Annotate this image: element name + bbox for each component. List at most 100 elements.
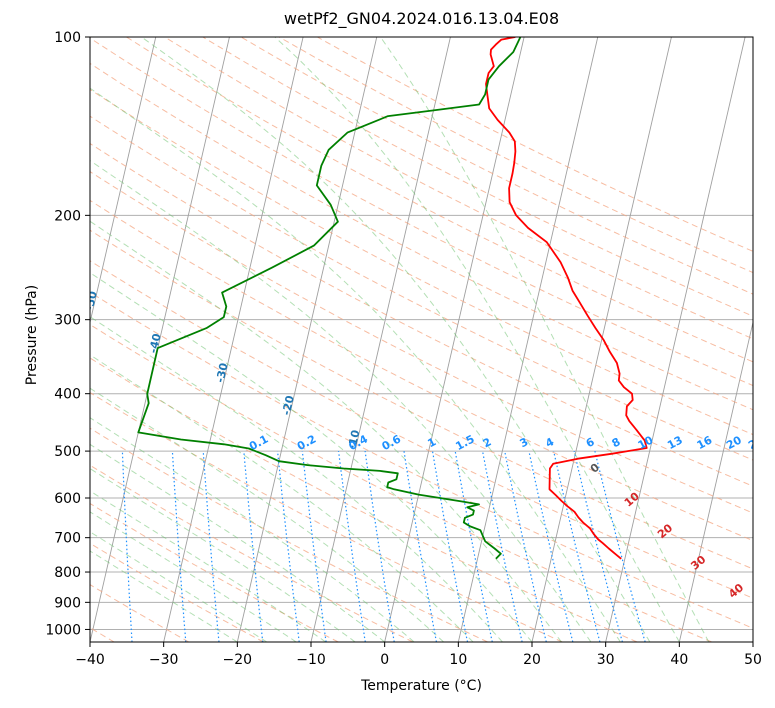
x-tick-label: 40	[670, 652, 688, 668]
x-axis-label: Temperature (°C)	[361, 678, 482, 694]
mixing-ratio-line	[364, 451, 395, 642]
mixing-ratio-line	[454, 450, 493, 642]
mixing-ratio-line	[573, 450, 623, 642]
moist-adiabat-line	[90, 550, 238, 642]
dry-adiabat-line	[90, 115, 753, 461]
isotherm-label: -50	[83, 290, 100, 313]
x-tick-label: −20	[223, 652, 253, 668]
dry-adiabat-line	[90, 229, 753, 570]
moist-adiabat-line	[274, 37, 680, 642]
isotherm-line	[236, 37, 378, 642]
isotherm-line	[310, 37, 451, 642]
dry-adiabat-line	[90, 627, 115, 642]
dry-adiabat-line	[202, 37, 753, 317]
mixing-ratio-line	[594, 450, 646, 642]
x-axis-ticks: −40 −30 −20 −10 0 10 20 30 40 50	[75, 642, 762, 668]
dry-adiabat-line	[90, 542, 264, 642]
isotherm-line	[384, 37, 525, 642]
dry-adiabat-line	[90, 427, 488, 642]
isotherm-line	[457, 37, 599, 642]
y-tick-label: 300	[54, 313, 81, 329]
temperature-profile-line	[485, 37, 648, 560]
moist-adiabat-line	[90, 490, 326, 642]
y-tick-label: 900	[54, 595, 81, 611]
x-tick-label: −10	[296, 652, 326, 668]
isotherm-line	[605, 37, 746, 642]
dry-adiabat-line	[90, 88, 753, 436]
isotherm-label: -10	[345, 428, 362, 451]
mixing-ratio-label: 4	[543, 435, 556, 450]
dry-adiabat-line	[126, 37, 753, 363]
dewpoint-profile-line	[137, 37, 522, 560]
dry-adiabat-line	[90, 357, 638, 642]
moist-adiabat-line	[90, 87, 621, 642]
isotherm-label: -40	[147, 332, 164, 355]
moist-adiabat-label: 30	[688, 553, 708, 573]
y-tick-label: 1000	[45, 622, 81, 638]
moist-adiabat-line	[90, 467, 356, 642]
moist-adiabat-line	[90, 443, 386, 642]
y-tick-label: 700	[54, 531, 81, 547]
profile-series	[137, 37, 648, 560]
x-tick-label: 10	[449, 652, 467, 668]
y-tick-label: 200	[54, 208, 81, 224]
chart-title: wetPf2_GN04.2024.016.13.04.E08	[283, 9, 560, 28]
y-tick-label: 100	[54, 30, 81, 46]
mixing-ratio-label: 16	[695, 433, 715, 452]
y-tick-label: 600	[54, 491, 81, 507]
mixing-ratio-label: 30	[761, 433, 775, 452]
moist-adiabat-line	[380, 37, 710, 642]
moist-adiabat-label: 40	[726, 581, 746, 601]
isotherm-line	[90, 37, 157, 325]
dry-adiabat-line	[90, 391, 563, 642]
moist-adiabat-line	[90, 316, 503, 642]
dry-adiabat-line	[90, 142, 753, 487]
mixing-ratio-label: 6	[584, 435, 597, 450]
mixing-ratio-label: 13	[665, 433, 685, 452]
isotherm-line	[531, 37, 672, 642]
isotherm-line	[752, 639, 753, 642]
isotherm-line	[163, 37, 304, 642]
mixing-ratio-label: 25	[746, 433, 766, 452]
moist-adiabat-line	[90, 417, 415, 642]
moist-adiabat-line	[90, 220, 562, 642]
dry-adiabat-line	[90, 37, 753, 387]
isotherm-label: -30	[214, 361, 231, 384]
dry-adiabat-line	[90, 323, 712, 642]
plot-frame	[89, 36, 754, 643]
moist-adiabat-line	[90, 354, 474, 642]
dry-adiabat-line	[90, 291, 753, 629]
mixing-ratio-line	[337, 451, 366, 642]
y-tick-label: 400	[54, 387, 81, 403]
mixing-ratio-line	[528, 450, 574, 642]
x-tick-label: 0	[380, 652, 389, 668]
dry-adiabat-line	[90, 260, 753, 599]
mixing-ratio-line	[553, 450, 601, 642]
mixing-ratio-line	[301, 451, 327, 642]
mixing-ratio-label: 0.6	[380, 432, 404, 453]
dry-adiabat-line	[90, 199, 753, 542]
dry-adiabat-line	[164, 37, 753, 340]
isotherm-label: -20	[280, 394, 297, 417]
y-tick-label: 500	[54, 444, 81, 460]
dry-adiabat-line	[90, 464, 414, 642]
mixing-ratio-label: 0.2	[295, 432, 318, 453]
mixing-ratio-label: 1	[425, 435, 438, 450]
isotherm-line	[0, 37, 8, 642]
mixing-ratio-label: 2	[481, 435, 494, 450]
moist-adiabat-line	[90, 159, 592, 642]
mixing-ratio-line	[276, 451, 300, 642]
mixing-ratio-line	[243, 451, 264, 642]
mixing-ratio-line	[431, 450, 469, 642]
dry-adiabat-line	[90, 171, 753, 514]
moist-adiabat-label: 20	[655, 521, 675, 541]
x-tick-label: −40	[75, 652, 105, 668]
moist-adiabat-line	[90, 531, 268, 642]
mixing-ratio-line	[482, 450, 523, 642]
y-tick-label: 800	[54, 565, 81, 581]
background-lines	[0, 37, 753, 642]
x-tick-label: 20	[523, 652, 541, 668]
mixing-ratio-label: 10	[636, 433, 656, 452]
y-axis-ticks: 100 200 300 400 500 600 700 800 900 1000	[45, 30, 90, 638]
